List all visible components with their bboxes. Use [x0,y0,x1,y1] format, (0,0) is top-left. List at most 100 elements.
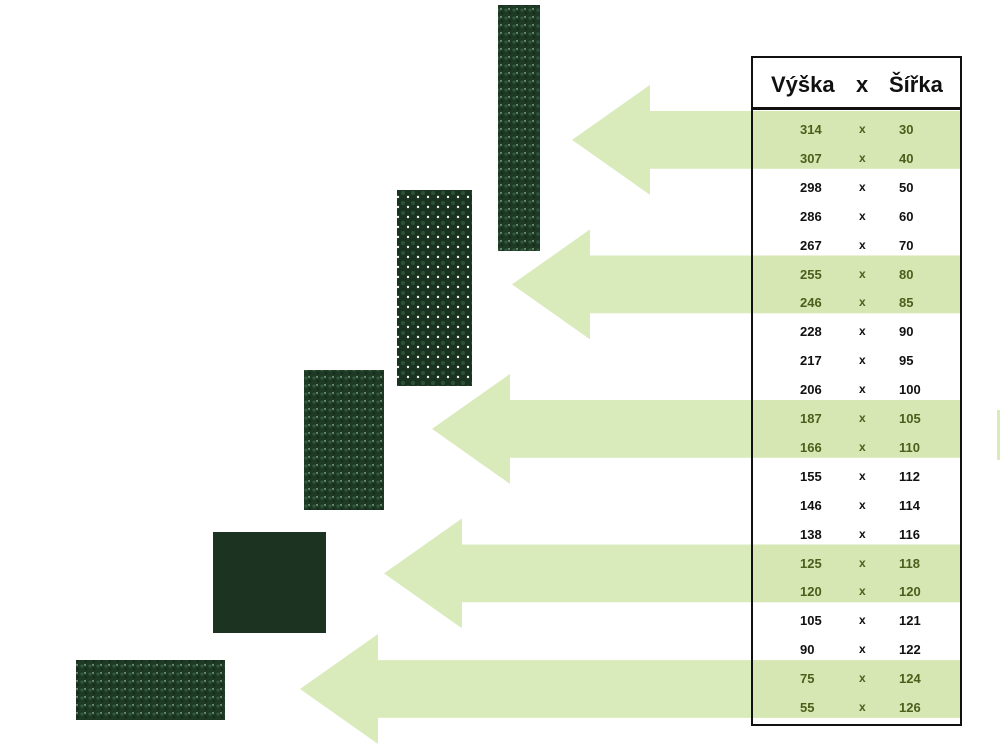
height-value: 75 [800,671,815,687]
table-row: 246 x 85 [753,288,960,317]
width-value: 60 [899,208,914,224]
table-row: 255 x 80 [753,260,960,289]
height-value: 125 [800,555,822,571]
times-sign: x [859,266,866,281]
arrow-left-icon [512,229,752,340]
width-value: 80 [899,266,914,282]
width-value: 85 [899,295,914,311]
hedge-panel-image [304,370,384,510]
height-value: 55 [800,700,815,715]
times-sign: x [859,122,866,136]
header-x: x [856,72,869,97]
width-value: 122 [899,642,921,658]
height-value: 314 [800,122,822,137]
times-sign: x [859,671,866,686]
height-value: 138 [800,526,822,542]
height-value: 298 [800,179,822,195]
width-value: 114 [899,497,920,513]
times-sign: x [859,324,866,339]
times-sign: x [859,584,866,599]
width-value: 120 [899,584,921,600]
edge-fragment [997,410,1000,460]
width-value: 100 [899,382,921,398]
arrow-left-icon [572,84,752,195]
width-value: 70 [899,237,914,253]
times-sign: x [859,700,866,714]
height-value: 146 [800,497,822,513]
hedge-panel-image [213,532,326,633]
table-header: Výška x Šířka [753,58,960,110]
width-value: 126 [899,700,921,715]
highlight-band [753,660,960,718]
size-table: Výška x Šířka 314 x 30 307 x 40 298 x 50 286 x 60 26… [751,56,962,726]
table-row: 55 x 126 [753,693,960,722]
arrow-left-icon [432,373,752,484]
hedge-panel-image [498,5,540,251]
highlight-bands [753,111,960,718]
height-value: 187 [800,411,822,426]
height-value: 155 [800,468,822,484]
width-value: 105 [899,411,921,426]
table-row: 187 x 105 [753,404,960,433]
height-value: 120 [800,584,822,600]
times-sign: x [859,179,866,194]
table-row: 105 x 121 [753,606,960,635]
height-value: 90 [800,642,815,658]
times-sign: x [859,353,866,368]
times-sign: x [859,497,866,512]
highlight-band [753,255,960,314]
width-value: 116 [899,526,920,542]
hedge-panel-image [397,190,472,386]
height-value: 307 [800,150,822,166]
table-row: 298 x 50 [753,173,960,202]
header-width: Šířka [889,72,943,97]
width-value: 95 [899,353,914,369]
height-value: 206 [800,382,822,398]
table-row: 217 x 95 [753,346,960,375]
height-value: 166 [800,439,822,455]
times-sign: x [859,208,866,223]
table-row: 125 x 118 [753,549,960,578]
table-row: 155 x 112 [753,462,960,491]
height-value: 217 [800,353,822,369]
table-row: 120 x 120 [753,577,960,606]
highlight-band [753,544,960,603]
table-row: 267 x 70 [753,231,960,260]
width-value: 30 [899,122,914,137]
height-value: 246 [800,295,822,311]
height-value: 267 [800,237,822,253]
width-value: 112 [899,468,920,484]
width-value: 90 [899,324,914,340]
times-sign: x [859,411,866,425]
times-sign: x [859,642,866,657]
table-row: 90 x 122 [753,635,960,664]
table-row: 166 x 110 [753,433,960,462]
table-row: 314 x 30 [753,115,960,144]
width-value: 40 [899,150,914,166]
table-row: 206 x 100 [753,375,960,404]
width-value: 124 [899,671,921,687]
arrow-left-icon [384,518,752,629]
times-sign: x [859,150,866,165]
table-row: 146 x 114 [753,491,960,520]
highlight-band [753,400,960,458]
times-sign: x [859,555,866,570]
table-row: 75 x 124 [753,664,960,693]
height-value: 255 [800,266,822,282]
hedge-panel-image [76,660,225,720]
height-value: 286 [800,208,822,224]
times-sign: x [859,439,866,454]
times-sign: x [859,237,866,252]
times-sign: x [859,295,866,310]
width-value: 121 [899,613,921,629]
width-value: 110 [899,439,920,455]
table-row: 138 x 116 [753,520,960,549]
table-row: 307 x 40 [753,144,960,173]
header-height: Výška [771,72,835,97]
times-sign: x [859,382,866,397]
arrow-left-icon [300,634,752,744]
times-sign: x [859,468,866,483]
width-value: 118 [899,555,920,571]
width-value: 50 [899,179,914,195]
